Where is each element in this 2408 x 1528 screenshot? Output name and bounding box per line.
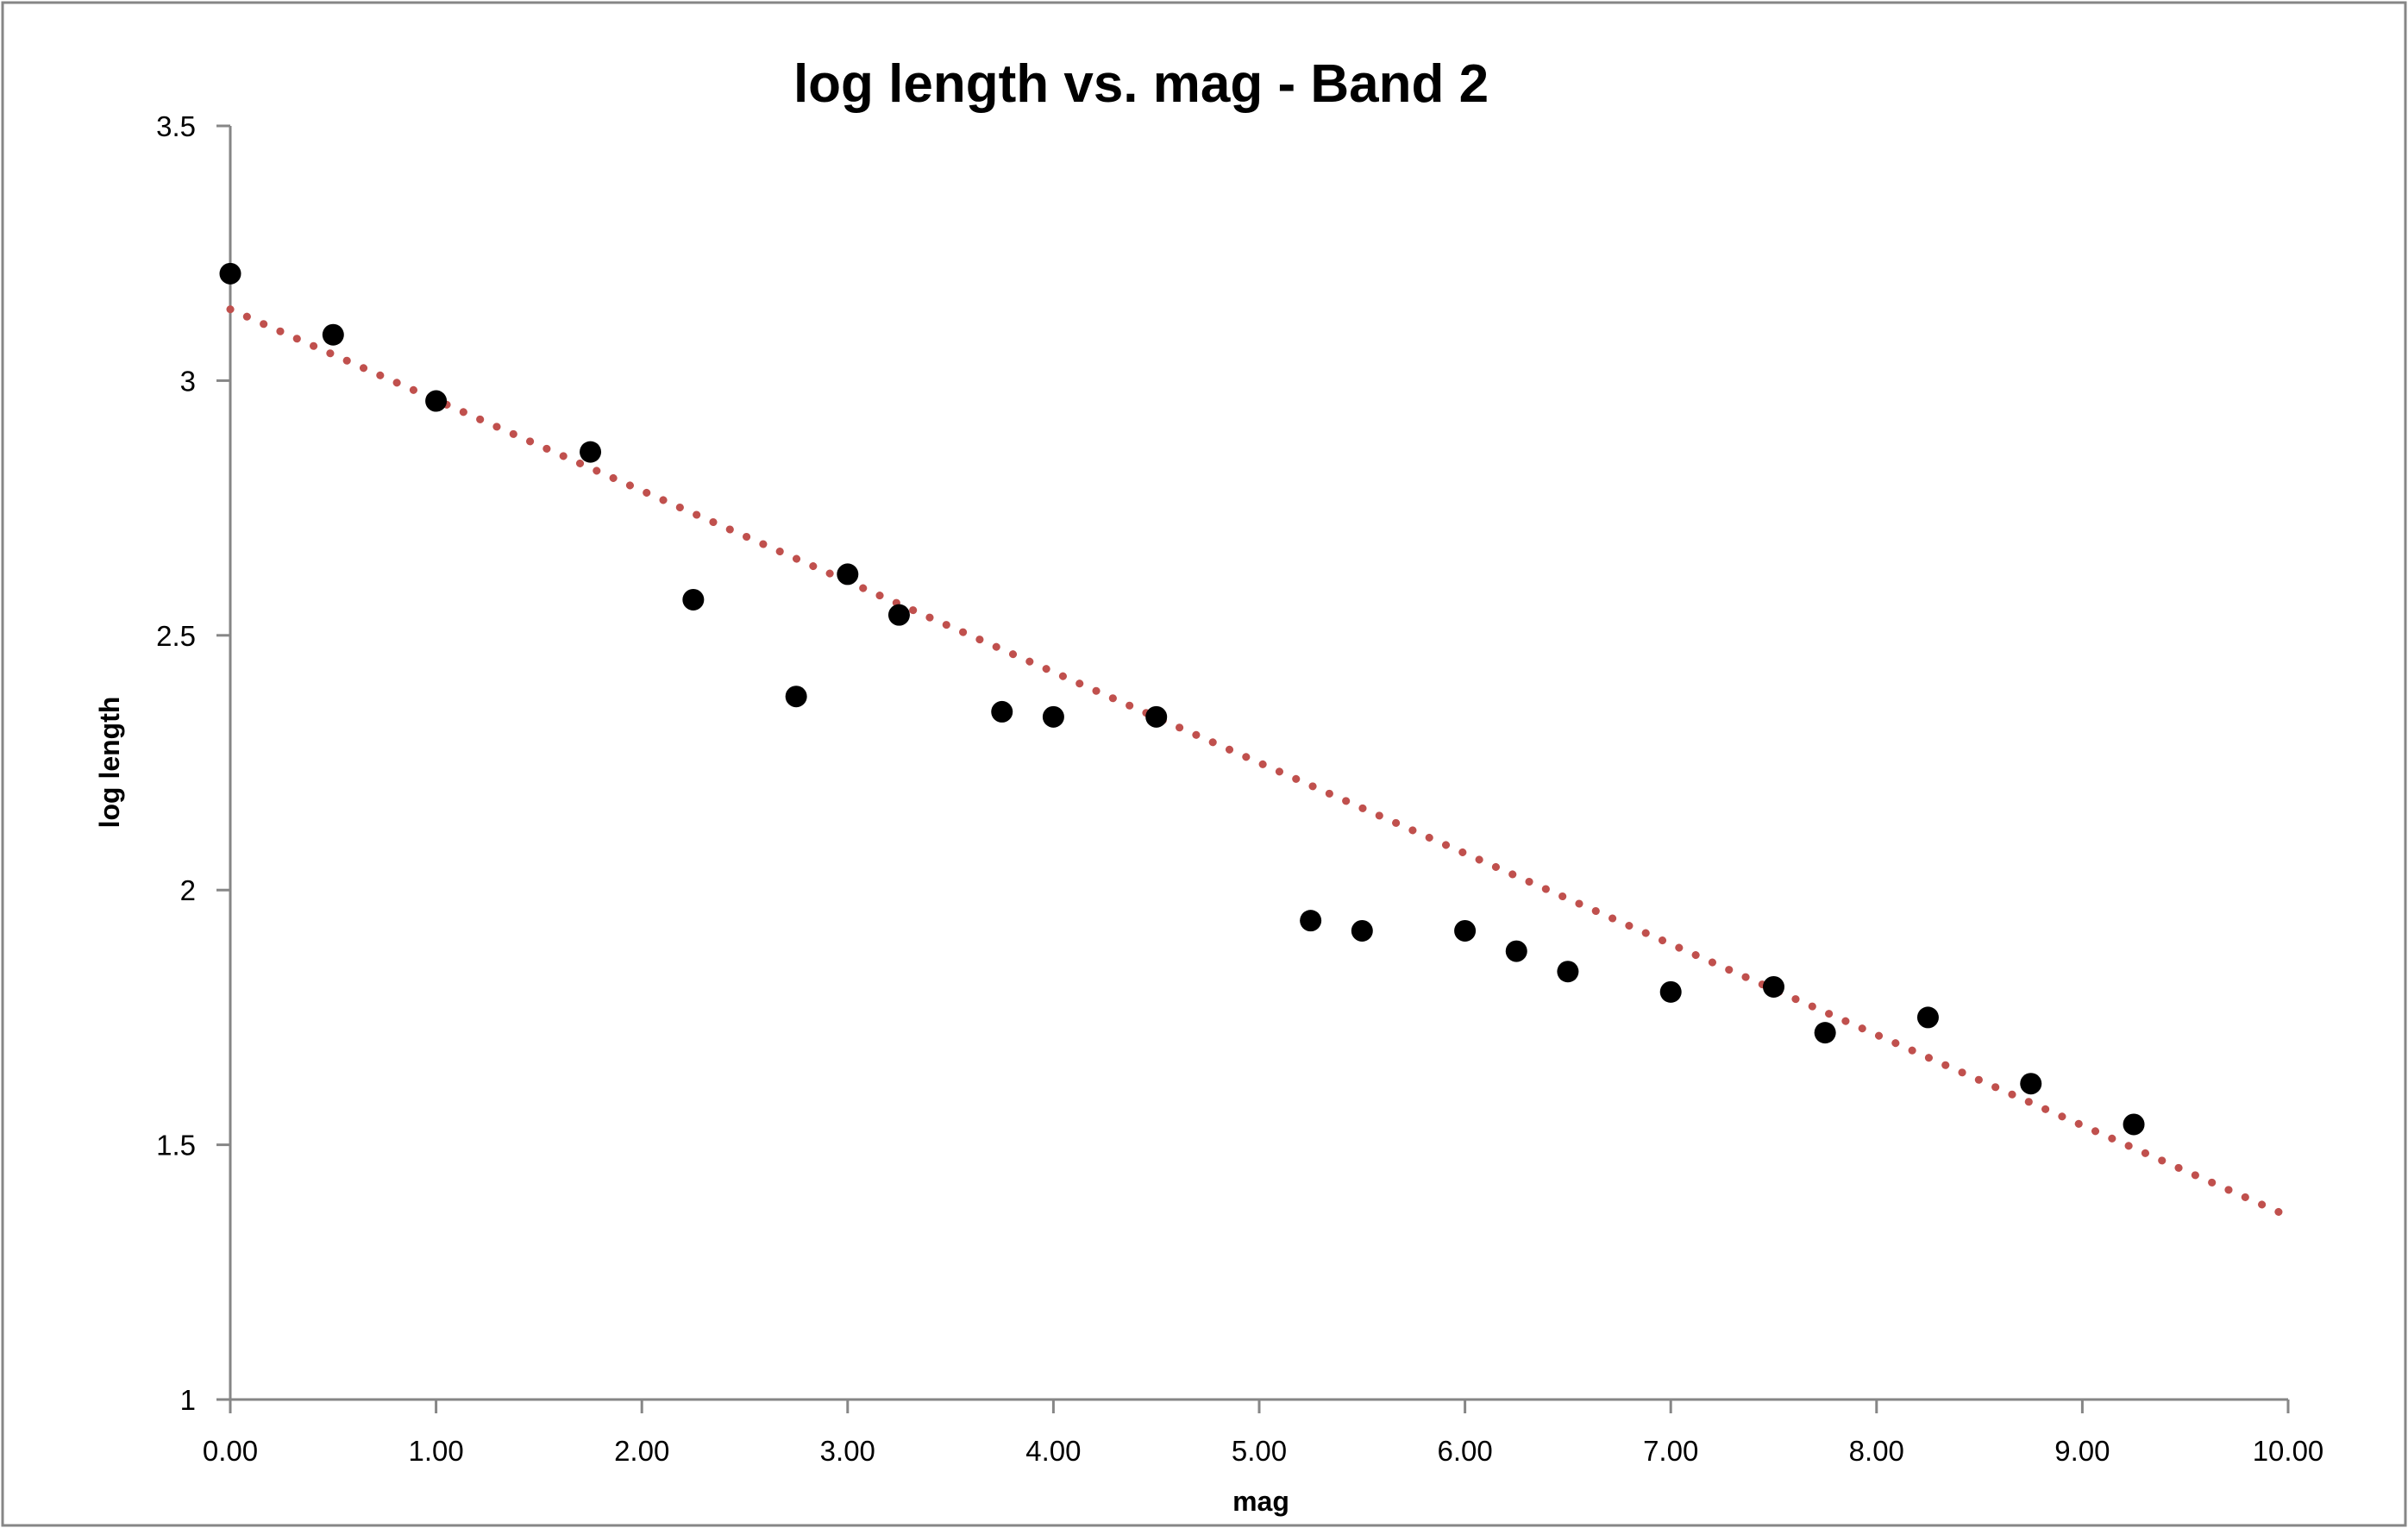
data-point: [322, 323, 344, 346]
y-tick-label: 3.5: [156, 110, 196, 142]
x-tick-label: 3.00: [820, 1435, 875, 1467]
data-point: [991, 700, 1013, 723]
data-point: [837, 563, 859, 586]
data-point: [887, 604, 910, 626]
data-point: [1351, 919, 1373, 942]
y-tick-label: 2: [180, 874, 196, 906]
x-tick-label: 5.00: [1232, 1435, 1287, 1467]
x-tick-label: 2.00: [614, 1435, 669, 1467]
data-point: [580, 441, 602, 463]
data-point: [1145, 705, 1168, 728]
data-point: [2123, 1113, 2145, 1136]
data-point: [1814, 1022, 1836, 1044]
x-axis-title: mag: [1232, 1486, 1289, 1517]
data-point: [1763, 975, 1784, 998]
data-point: [682, 588, 705, 611]
data-point: [2020, 1073, 2042, 1095]
data-point: [1505, 940, 1527, 962]
y-tick-label: 2.5: [156, 620, 196, 652]
data-point: [219, 262, 241, 285]
trendline: [226, 305, 2292, 1220]
data-point: [785, 686, 807, 708]
data-point: [1300, 910, 1322, 932]
y-tick-label: 1: [180, 1384, 196, 1416]
x-tick-label: 4.00: [1025, 1435, 1081, 1467]
data-point: [1557, 961, 1579, 983]
data-point: [1042, 705, 1064, 728]
data-point: [425, 390, 448, 412]
trendline-dotted: [226, 305, 2292, 1220]
x-tick-label: 8.00: [1849, 1435, 1904, 1467]
chart-title: log length vs. mag - Band 2: [793, 54, 1489, 114]
x-tick-label: 1.00: [408, 1435, 463, 1467]
data-point: [1454, 919, 1477, 942]
data-point: [1659, 980, 1682, 1003]
data-point: [1916, 1006, 1939, 1029]
axes: [216, 124, 2290, 1413]
x-tick-label: 10.00: [2253, 1435, 2324, 1467]
x-tick-label: 9.00: [2054, 1435, 2110, 1467]
x-tick-label: 6.00: [1437, 1435, 1492, 1467]
x-tick-label: 0.00: [203, 1435, 258, 1467]
y-tick-label: 3: [180, 365, 196, 397]
tick-labels: 1 1.5 2 2.5 3 3.5 0.00 1.00 2.00 3.00 4.00 5.00 6.00…: [156, 110, 2323, 1467]
y-axis-title: log length: [94, 697, 125, 829]
data-points: [219, 262, 2145, 1136]
x-tick-label: 7.00: [1643, 1435, 1698, 1467]
y-tick-label: 1.5: [156, 1130, 196, 1162]
